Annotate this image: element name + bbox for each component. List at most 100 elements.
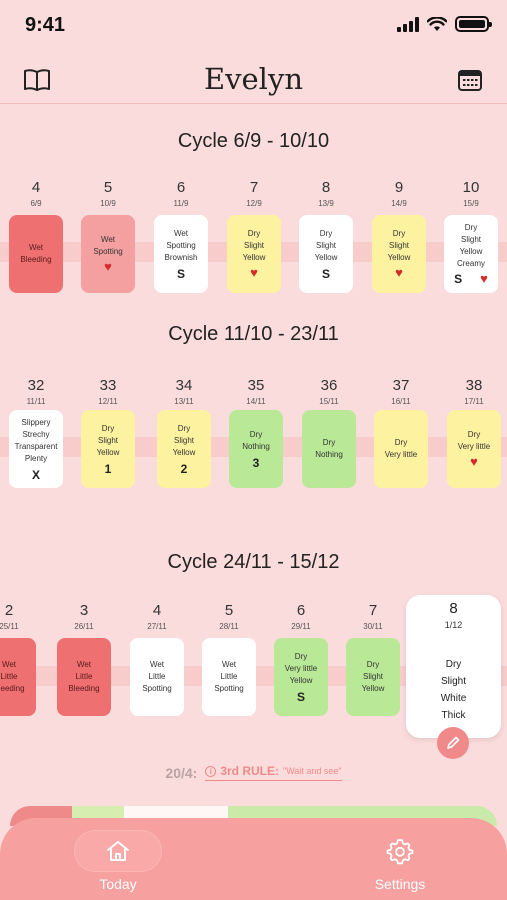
- day-mark: S: [454, 272, 463, 286]
- observation-line: Dry: [464, 223, 478, 232]
- day-header: 38 17/11: [447, 377, 501, 407]
- tab-settings[interactable]: Settings: [360, 830, 440, 892]
- day-header: 9 14/9: [372, 179, 426, 209]
- tab-bar: Today Settings: [0, 818, 507, 900]
- observation-line: Dry: [467, 430, 481, 439]
- day-card[interactable]: Wet Little Bleeding: [0, 638, 36, 716]
- edit-button[interactable]: [437, 727, 469, 759]
- day-date: 16/11: [391, 397, 411, 406]
- observation-line: Dry: [247, 229, 261, 238]
- day-card[interactable]: Slippery Strechy Transparent Plenty X: [9, 410, 63, 488]
- day-card[interactable]: Wet Little Spotting: [130, 638, 184, 716]
- observation-line: Very little: [384, 450, 418, 459]
- observation-line: Little: [220, 672, 238, 681]
- day-mark: S: [321, 266, 330, 281]
- day-number: 4: [31, 179, 41, 196]
- day-header: 4 6/9: [9, 179, 63, 209]
- day-mark: X: [31, 467, 40, 482]
- day-header: 7 12/9: [227, 179, 281, 209]
- observation-line: Slight: [440, 676, 466, 687]
- day-card[interactable]: Wet Bleeding: [9, 215, 63, 293]
- day-date: 6/9: [30, 199, 42, 208]
- day-number: 34: [175, 377, 193, 394]
- day-date: 17/11: [464, 397, 484, 406]
- day-card[interactable]: Dry Slight Yellow: [346, 638, 400, 716]
- tab-settings-label: Settings: [374, 876, 426, 892]
- day-number: 10: [462, 179, 480, 196]
- day-header: 5 28/11: [202, 602, 256, 632]
- book-icon[interactable]: [22, 66, 52, 94]
- observation-line: Yellow: [459, 247, 483, 256]
- day-number: 9: [394, 179, 404, 196]
- observation-line: Nothing: [315, 450, 343, 459]
- day-card[interactable]: Wet Spotting Brownish S: [154, 215, 208, 293]
- day-number: 2: [4, 602, 14, 619]
- tab-today-pill: [74, 830, 162, 872]
- day-card[interactable]: Dry Slight Yellow ♥: [227, 215, 281, 293]
- day-date: 25/11: [0, 622, 19, 631]
- day-header: 5 10/9: [81, 179, 135, 209]
- observation-line: Yellow: [172, 447, 196, 457]
- day-card[interactable]: Wet Little Bleeding: [57, 638, 111, 716]
- today-card[interactable]: 8 1/12 Dry Slight White Thick: [406, 595, 501, 738]
- observation-line: Dry: [249, 429, 263, 439]
- day-card[interactable]: Dry Very little ♥: [447, 410, 501, 488]
- today-observations: Dry Slight White Thick: [406, 656, 501, 724]
- day-number: 38: [465, 377, 483, 394]
- day-card[interactable]: Dry Slight Yellow ♥: [372, 215, 426, 293]
- day-header: 6 11/9: [154, 179, 208, 209]
- day-header: 8 13/9: [299, 179, 353, 209]
- day-number: 6: [176, 179, 186, 196]
- day-number: 8: [321, 179, 331, 196]
- day-card[interactable]: Dry Slight Yellow S: [299, 215, 353, 293]
- day-card[interactable]: Dry Nothing 3: [229, 410, 283, 488]
- day-number: 32: [27, 377, 45, 394]
- observation-line: Dry: [177, 423, 191, 433]
- day-card[interactable]: Wet Little Spotting: [202, 638, 256, 716]
- day-header: 7 30/11: [346, 602, 400, 632]
- day-card[interactable]: Dry Very little Yellow S: [274, 638, 328, 716]
- observation-line: Dry: [445, 659, 462, 670]
- day-date: 11/9: [173, 199, 189, 208]
- day-mark: 1: [104, 461, 112, 476]
- day-date: 1/12: [444, 620, 463, 630]
- day-card[interactable]: Dry Nothing: [302, 410, 356, 488]
- home-icon: [107, 841, 129, 861]
- day-number: 4: [152, 602, 162, 619]
- observation-line: Nothing: [242, 441, 270, 451]
- info-icon: i: [205, 765, 217, 777]
- calendar-icon[interactable]: [455, 66, 485, 94]
- observation-line: Spotting: [142, 684, 172, 693]
- day-header: 3 26/11: [57, 602, 111, 632]
- day-card[interactable]: Dry Slight Yellow Creamy S ♥: [444, 215, 498, 293]
- day-card[interactable]: Dry Very little: [374, 410, 428, 488]
- tab-today[interactable]: Today: [74, 830, 162, 892]
- day-number: 7: [368, 602, 378, 619]
- observation-line: Wet: [1, 660, 17, 669]
- observation-line: Yellow: [387, 253, 411, 262]
- observation-line: Strechy: [22, 429, 50, 439]
- day-header: 32 11/11: [9, 377, 63, 407]
- observation-line: Slight: [362, 672, 383, 681]
- day-header: 34 13/11: [157, 377, 211, 407]
- battery-icon: [455, 16, 492, 32]
- day-card[interactable]: Dry Slight Yellow 1: [81, 410, 135, 488]
- rule-link[interactable]: i 3rd RULE: "Wait and see": [205, 764, 342, 781]
- heart-icon: ♥: [470, 454, 478, 469]
- observation-line: Slight: [243, 241, 264, 250]
- observation-line: Spotting: [166, 240, 196, 250]
- day-card[interactable]: Dry Slight Yellow 2: [157, 410, 211, 488]
- day-number: 8: [449, 600, 458, 617]
- observation-line: Slight: [460, 235, 481, 244]
- day-card[interactable]: Wet Spotting ♥: [81, 215, 135, 293]
- observation-line: Slight: [97, 435, 118, 445]
- day-number: 5: [224, 602, 234, 619]
- card-footer: S ♥: [454, 272, 488, 287]
- observation-line: Brownish: [164, 252, 198, 262]
- observation-line: Bleeding: [0, 684, 25, 693]
- observation-line: Dry: [101, 423, 115, 433]
- observation-line: Plenty: [24, 453, 48, 463]
- day-number: 6: [296, 602, 306, 619]
- day-header: 6 29/11: [274, 602, 328, 632]
- observation-line: Very little: [284, 663, 318, 673]
